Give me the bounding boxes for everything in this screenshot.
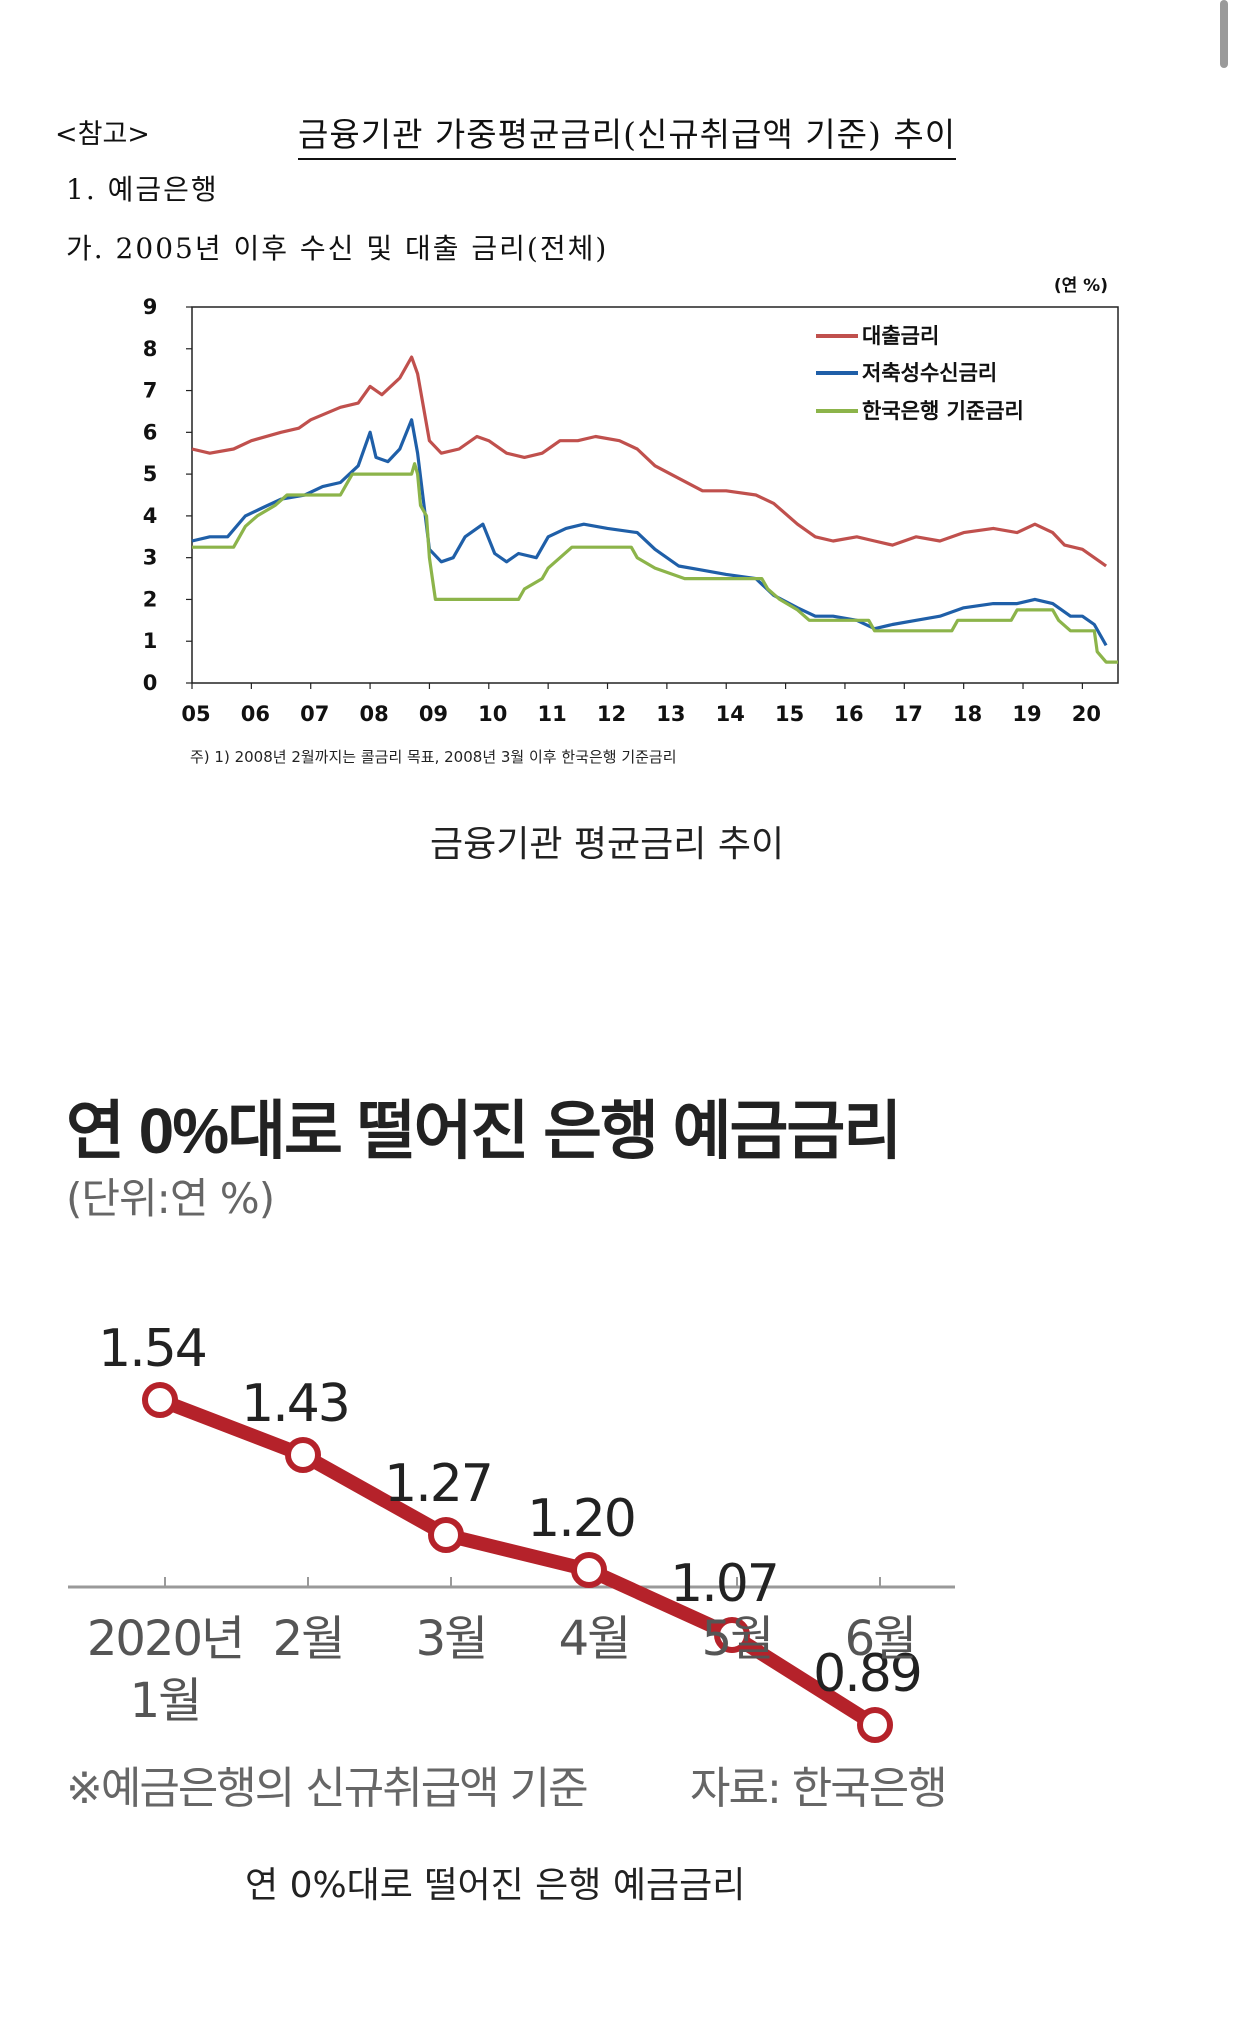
x-category-label: 3월 — [416, 1611, 487, 1667]
x-category-label: 1월 — [130, 1673, 201, 1729]
legend-label-1: 대출금리 — [862, 324, 939, 348]
y-tick-label: 0 — [143, 671, 158, 695]
y-tick-label: 5 — [143, 462, 158, 486]
data-label: 1.27 — [384, 1454, 492, 1514]
data-point — [428, 1517, 464, 1553]
deposit-rate-line — [153, 1393, 882, 1732]
legend-label-3: 한국은행 기준금리 — [862, 399, 1024, 423]
deposit-rate-chart: 1.54 1.43 1.27 1.20 1.07 0.89 2020년 1월 2월 3월 4월 5월 6… — [68, 1319, 955, 1743]
document-title: 금융기관 가중평균금리(신규취급액 기준) 추이 — [298, 108, 957, 160]
data-label: 1.43 — [241, 1374, 349, 1434]
series-line-3 — [192, 462, 1118, 664]
x-category-label: 5월 — [702, 1611, 773, 1667]
y-tick-label: 2 — [143, 587, 158, 611]
x-tick-label: 09 — [419, 702, 448, 726]
chart1-caption: 금융기관 평균금리 추이 — [430, 824, 785, 865]
x-tick-label: 20 — [1072, 702, 1101, 726]
x-tick-label: 05 — [181, 702, 210, 726]
data-point — [142, 1382, 178, 1418]
chart2-source: 자료: 한국은행 — [690, 1763, 948, 1814]
chart2-footnote: ※예금은행의 신규취급액 기준 — [66, 1763, 589, 1814]
x-category-label: 2월 — [273, 1611, 344, 1667]
data-point — [857, 1707, 893, 1743]
chart2-title: 연 0%대로 떨어진 은행 예금금리 — [66, 1095, 902, 1167]
data-label: 1.07 — [670, 1554, 778, 1614]
x-tick-label: 11 — [538, 702, 567, 726]
x-tick-label: 15 — [775, 702, 804, 726]
x-tick-label: 16 — [834, 702, 863, 726]
plot-frame — [191, 306, 1119, 684]
chart2-caption: 연 0%대로 떨어진 은행 예금금리 — [245, 1865, 746, 1906]
series-line-1 — [191, 355, 1108, 568]
y-tick-label: 9 — [143, 295, 158, 319]
data-label: 0.89 — [813, 1644, 921, 1704]
section-heading-2: 가. 2005년 이후 수신 및 대출 금리(전체) — [66, 232, 609, 265]
series-line-2 — [191, 418, 1108, 647]
x-tick-label: 18 — [953, 702, 982, 726]
note-reference: <참고> — [55, 119, 150, 150]
data-label: 1.20 — [527, 1489, 635, 1549]
y-tick-label: 8 — [143, 337, 158, 361]
legend-label-2: 저축성수신금리 — [862, 361, 997, 385]
chart2-unit: (단위:연 %) — [66, 1174, 275, 1223]
section-heading-1: 1. 예금은행 — [66, 173, 219, 206]
data-point — [714, 1617, 750, 1653]
x-tick-label: 13 — [656, 702, 685, 726]
x-tick-label: 12 — [597, 702, 626, 726]
data-point — [571, 1552, 607, 1588]
y-tick-label: 7 — [143, 379, 158, 403]
x-category-label: 2020년 — [87, 1611, 243, 1667]
data-point — [285, 1437, 321, 1473]
y-tick-label: 3 — [143, 546, 158, 570]
unit-label: (연 %) — [1054, 276, 1108, 296]
y-tick-label: 1 — [143, 629, 158, 653]
x-tick-label: 08 — [359, 702, 388, 726]
scrollbar[interactable] — [1220, 0, 1228, 68]
x-category-label: 4월 — [559, 1611, 630, 1667]
x-tick-label: 06 — [241, 702, 270, 726]
chart1-footnote: 주) 1) 2008년 2월까지는 콜금리 목표, 2008년 3월 이후 한국… — [190, 748, 677, 766]
x-tick-label: 17 — [894, 702, 923, 726]
x-tick-label: 10 — [478, 702, 507, 726]
y-tick-label: 4 — [143, 504, 158, 528]
x-tick-label: 14 — [716, 702, 745, 726]
x-tick-label: 19 — [1012, 702, 1041, 726]
data-label: 1.54 — [98, 1319, 206, 1379]
x-tick-label: 07 — [300, 702, 329, 726]
y-tick-label: 6 — [143, 420, 158, 444]
x-category-label: 6월 — [845, 1611, 916, 1667]
